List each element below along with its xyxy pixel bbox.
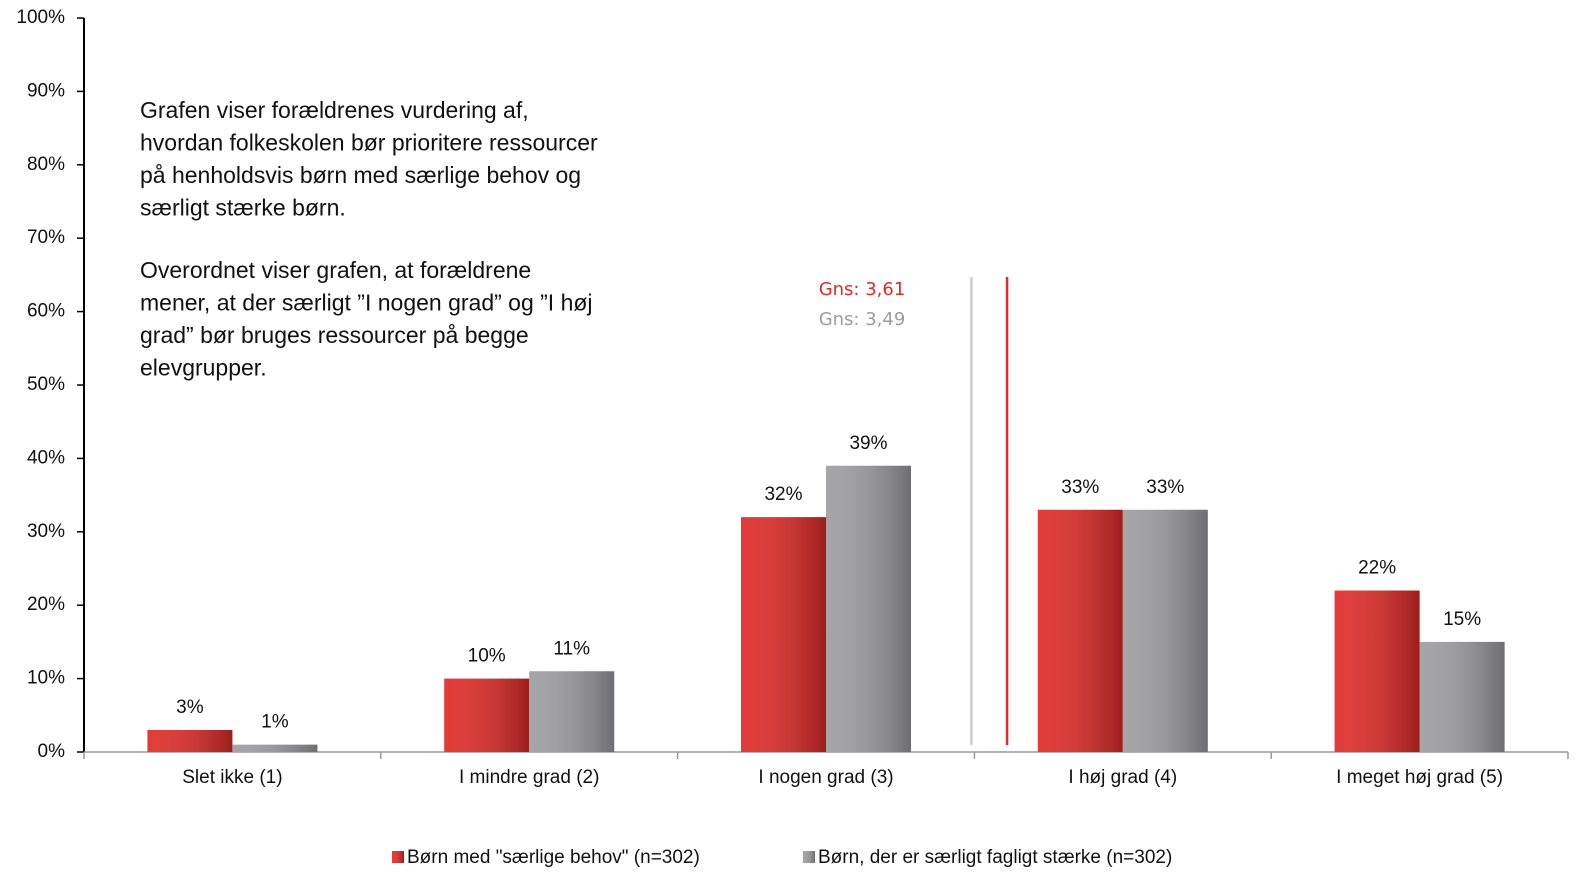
x-tick-label: Slet ikke (1)	[182, 767, 282, 788]
bar-shade	[147, 729, 233, 752]
annotation-line: Grafen viser forældrenes vurdering af,	[140, 97, 529, 123]
data-label: 11%	[553, 638, 590, 659]
bar-shade	[529, 671, 615, 752]
legend-label: Børn, der er særligt fagligt stærke (n=3…	[818, 847, 1172, 868]
legend-label: Børn med "særlige behov" (n=302)	[407, 847, 700, 868]
y-tick-label: 50%	[27, 374, 65, 395]
data-label: 33%	[1061, 477, 1099, 498]
y-tick-label: 80%	[27, 154, 65, 175]
legend-swatch-shade	[803, 851, 815, 863]
y-tick-label: 40%	[27, 447, 65, 468]
y-tick-label: 0%	[38, 741, 66, 762]
bar-shade	[741, 517, 826, 752]
data-label: 3%	[176, 697, 204, 718]
data-label: 22%	[1358, 558, 1396, 579]
mean-label: Gns: 3,49	[819, 309, 906, 330]
y-tick-label: 60%	[27, 301, 65, 322]
annotation-line: på henholdsvis børn med særlige behov og	[140, 162, 581, 188]
x-tick-label: I meget høj grad (5)	[1336, 767, 1503, 788]
annotation-line: Overordnet viser grafen, at forældrene	[140, 257, 531, 283]
bar-shade	[1334, 590, 1420, 752]
legend-swatch-shade	[392, 851, 404, 863]
y-tick-label: 90%	[27, 80, 65, 101]
y-tick-label: 70%	[27, 227, 65, 248]
data-label: 10%	[468, 646, 506, 667]
bar-shade	[1122, 509, 1208, 752]
x-tick-label: I nogen grad (3)	[758, 767, 893, 788]
mean-label: Gns: 3,61	[819, 279, 906, 300]
bar-shade	[1419, 641, 1505, 752]
x-tick-label: I høj grad (4)	[1068, 767, 1177, 788]
y-tick-label: 10%	[27, 668, 65, 689]
bar-shade	[826, 465, 911, 752]
annotation-line: hvordan folkeskolen bør prioritere resso…	[140, 130, 598, 156]
data-label: 33%	[1146, 477, 1184, 498]
bar-shade	[444, 678, 530, 752]
bar-shade	[1037, 509, 1123, 752]
data-label: 15%	[1443, 609, 1481, 630]
y-tick-label: 30%	[27, 521, 65, 542]
annotation-line: grad” bør bruges ressourcer på begge	[140, 322, 529, 348]
x-tick-label: I mindre grad (2)	[459, 767, 599, 788]
y-tick-label: 20%	[27, 594, 65, 615]
data-label: 39%	[849, 433, 887, 454]
annotation-line: mener, at der særligt ”I nogen grad” og …	[140, 290, 593, 316]
bar-shade	[232, 744, 318, 752]
data-label: 32%	[764, 484, 802, 505]
y-tick-label: 100%	[16, 7, 65, 28]
annotation-line: elevgrupper.	[140, 355, 267, 381]
annotation-line: særligt stærke børn.	[140, 195, 346, 221]
data-label: 1%	[261, 712, 289, 733]
